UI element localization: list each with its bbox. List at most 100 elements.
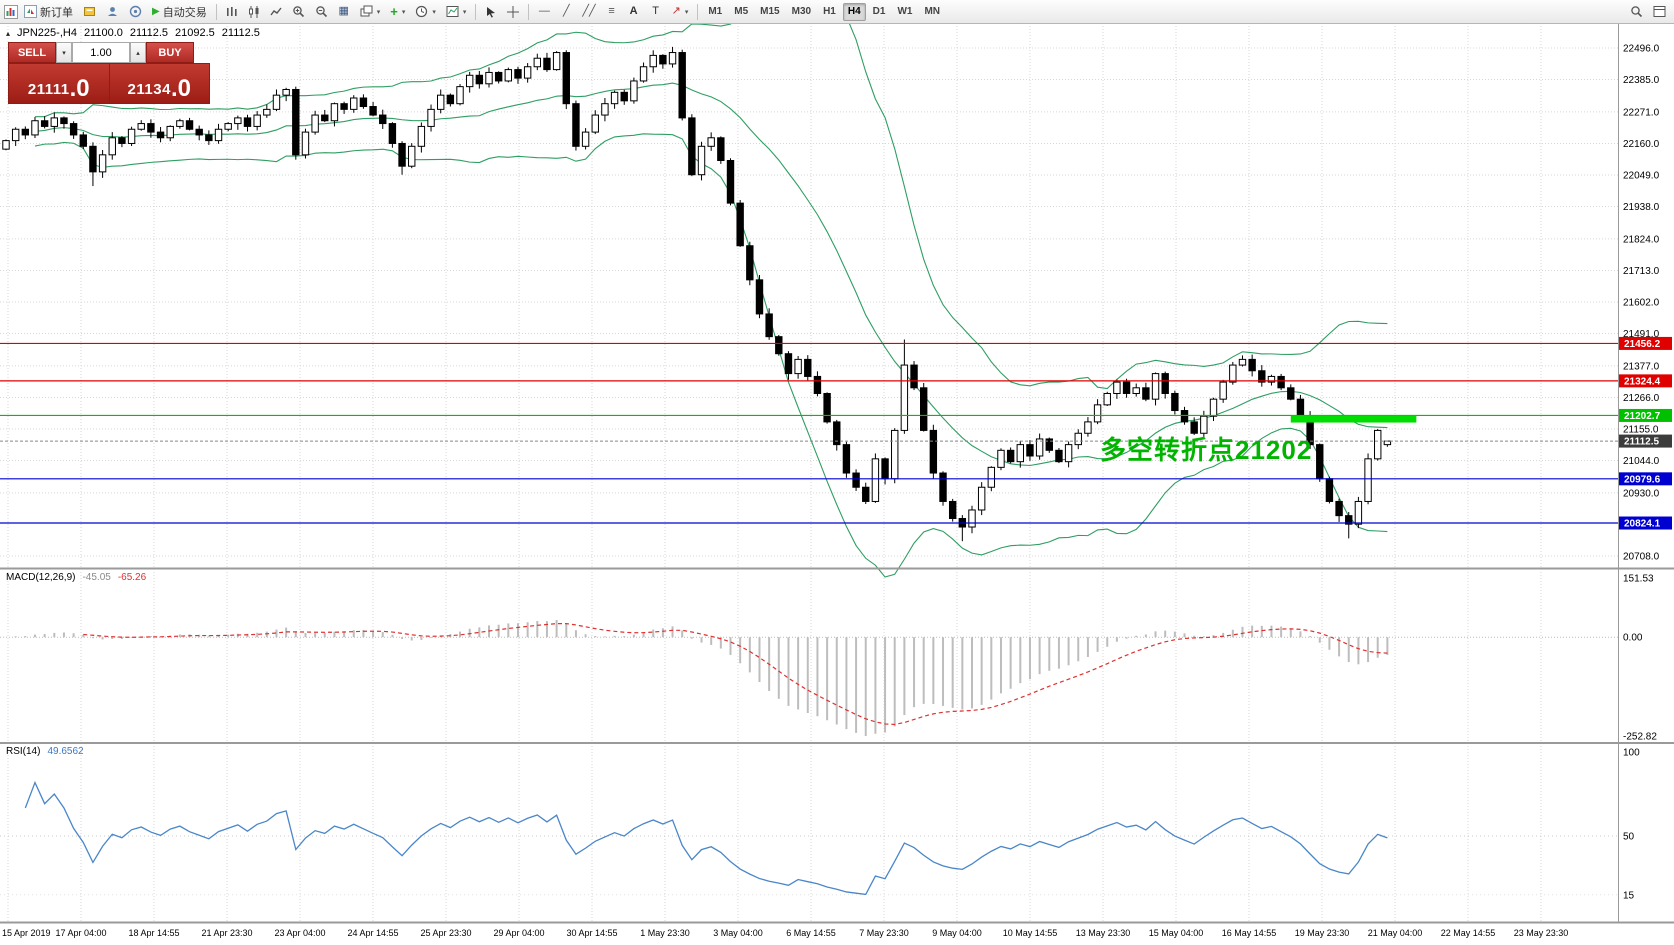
hline-tool-button[interactable]: —: [534, 2, 554, 22]
zoom-in-button[interactable]: [288, 2, 309, 22]
autotrading-play-icon: ▶: [152, 6, 160, 17]
timeframe-m15-button[interactable]: M15: [755, 3, 784, 21]
time-axis: 15 Apr 2019 17 Apr 04:00 18 Apr 14:55 21 Ap…: [2, 928, 1568, 938]
one-click-toggle-icon[interactable]: ▴: [6, 28, 11, 38]
toolbar-separator: [697, 3, 699, 20]
support-segment[interactable]: [1290, 415, 1417, 423]
crosshair-icon: [507, 5, 520, 18]
timeframe-m5-button[interactable]: M5: [729, 3, 753, 21]
timeframe-h4-button[interactable]: H4: [842, 2, 866, 21]
svg-text:16 May 14:55: 16 May 14:55: [1222, 928, 1277, 938]
search-button[interactable]: [1626, 2, 1647, 22]
chart-info-line: ▴ JPN225-,H4 21100.0 21112.5 21092.5 211…: [6, 27, 260, 39]
timeframe-h1-button[interactable]: H1: [818, 3, 841, 21]
new-order-label: 新订单: [40, 6, 73, 19]
crosshair-button[interactable]: [503, 2, 523, 22]
svg-text:22496.0: 22496.0: [1623, 44, 1660, 55]
buy-price-big: .0: [170, 75, 191, 102]
sell-price-big: .0: [69, 75, 90, 102]
svg-text:18 Apr 14:55: 18 Apr 14:55: [128, 928, 179, 938]
svg-text:0.00: 0.00: [1623, 633, 1643, 644]
metaeditor-button[interactable]: [79, 2, 100, 22]
sell-price-button[interactable]: 21111 .0: [8, 63, 109, 104]
volume-input[interactable]: [72, 42, 130, 63]
svg-text:21456.2: 21456.2: [1624, 339, 1661, 350]
indicators-add-icon: +: [390, 4, 398, 19]
tile-windows-icon: ▦: [338, 5, 349, 17]
timeframe-d1-button[interactable]: D1: [868, 3, 891, 21]
svg-text:20824.1: 20824.1: [1624, 519, 1661, 530]
trendline-tool-button[interactable]: ╱: [556, 2, 576, 22]
sell-button[interactable]: SELL: [8, 42, 56, 63]
buy-button[interactable]: BUY: [146, 42, 194, 63]
cursor-icon: [485, 6, 497, 18]
svg-text:21112.5: 21112.5: [1624, 437, 1659, 448]
one-click-trading-panel: SELL ▾ ▴ BUY 21111 .0 21134 .0: [8, 42, 210, 104]
svg-text:20708.0: 20708.0: [1623, 552, 1660, 563]
svg-text:9 May 04:00: 9 May 04:00: [932, 928, 982, 938]
chart-symbol-period: JPN225-,H4: [17, 27, 77, 39]
autotrading-label: 自动交易: [162, 6, 207, 19]
line-chart-button[interactable]: [266, 2, 286, 22]
timeframe-mn-button[interactable]: MN: [919, 3, 945, 21]
profiles-button[interactable]: [102, 2, 123, 22]
toolbar-separator: [475, 3, 477, 20]
macd-histogram: [14, 619, 1389, 736]
caret-icon: ▾: [376, 8, 381, 16]
svg-text:24 Apr 14:55: 24 Apr 14:55: [347, 928, 398, 938]
svg-text:17 Apr 04:00: 17 Apr 04:00: [55, 928, 106, 938]
app-icon: [4, 4, 18, 19]
buy-price-button[interactable]: 21134 .0: [108, 63, 210, 104]
svg-text:22385.0: 22385.0: [1623, 75, 1660, 86]
templates-icon: [446, 5, 459, 18]
cascade-windows-button[interactable]: ▾: [356, 2, 385, 22]
timeframe-m30-button[interactable]: M30: [787, 3, 816, 21]
price-tag: 21202.7: [1619, 408, 1672, 422]
macd-signal-line: [83, 622, 1388, 726]
svg-text:20979.6: 20979.6: [1624, 474, 1661, 485]
cursor-button[interactable]: [481, 2, 501, 22]
zoom-in-icon: [292, 5, 305, 18]
indicators-button[interactable]: + ▾: [386, 2, 409, 22]
svg-text:151.53: 151.53: [1623, 574, 1654, 585]
bar-chart-button[interactable]: [222, 2, 242, 22]
notifications-button[interactable]: [125, 2, 146, 22]
timeframe-m1-button[interactable]: M1: [703, 3, 727, 21]
svg-text:15: 15: [1623, 890, 1635, 901]
label-tool-button[interactable]: T: [646, 2, 666, 22]
tile-windows-button[interactable]: ▦: [334, 2, 354, 22]
chart-text-annotation[interactable]: 多空转折点21202: [1100, 435, 1313, 465]
macd-value: -45.05: [82, 572, 111, 583]
volume-increase-button[interactable]: ▴: [130, 42, 146, 63]
horizontal-lines[interactable]: [0, 342, 1618, 524]
svg-text:6 May 14:55: 6 May 14:55: [786, 928, 836, 938]
channel-tool-button[interactable]: ╱╱: [578, 2, 599, 22]
svg-text:21044.0: 21044.0: [1623, 456, 1660, 467]
svg-text:22 May 14:55: 22 May 14:55: [1441, 928, 1496, 938]
new-order-icon: [24, 5, 37, 18]
text-tool-button[interactable]: A: [624, 2, 644, 22]
svg-text:21491.0: 21491.0: [1623, 329, 1660, 340]
profiles-icon: [106, 5, 119, 18]
macd-axis: 151.53 0.00 -252.82: [1623, 574, 1657, 743]
ohlc-low: 21092.5: [175, 27, 215, 39]
periods-clock-icon: [415, 5, 428, 18]
buy-price-main: 21134: [127, 81, 171, 98]
svg-text:13 May 23:30: 13 May 23:30: [1076, 928, 1131, 938]
arrows-tool-button[interactable]: ↗ ▾: [668, 2, 693, 22]
window-list-button[interactable]: [1649, 2, 1670, 22]
timeframe-w1-button[interactable]: W1: [892, 3, 917, 21]
periods-button[interactable]: ▾: [411, 2, 440, 22]
new-order-button[interactable]: 新订单: [20, 2, 77, 22]
fibonacci-tool-button[interactable]: ≡: [602, 2, 622, 22]
zoom-out-button[interactable]: [311, 2, 332, 22]
svg-text:7 May 23:30: 7 May 23:30: [859, 928, 909, 938]
candlestick-chart-button[interactable]: [244, 2, 264, 22]
channel-icon: ╱╱: [582, 5, 596, 17]
volume-decrease-button[interactable]: ▾: [56, 42, 72, 63]
autotrading-button[interactable]: ▶ 自动交易: [148, 2, 211, 22]
svg-text:15 Apr 2019: 15 Apr 2019: [2, 928, 51, 938]
templates-button[interactable]: ▾: [442, 2, 471, 22]
